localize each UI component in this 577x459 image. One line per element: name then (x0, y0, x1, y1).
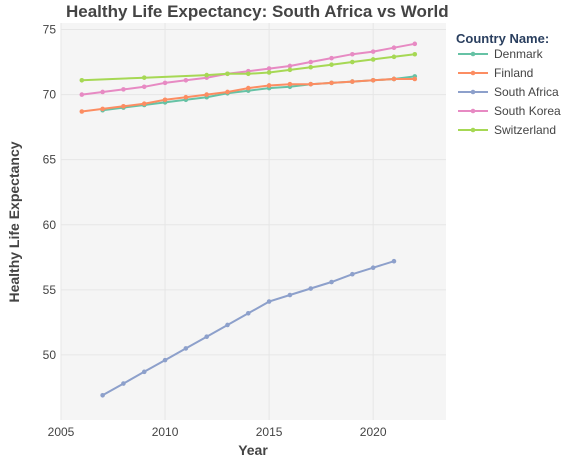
legend-item[interactable]: South Korea (458, 104, 561, 118)
y-tick-label: 65 (43, 153, 57, 167)
data-point[interactable] (245, 71, 251, 77)
data-point[interactable] (391, 258, 397, 264)
legend-marker (470, 108, 476, 114)
data-point[interactable] (204, 72, 209, 78)
data-point[interactable] (225, 322, 230, 328)
legend-label: Finland (494, 66, 533, 80)
data-point[interactable] (121, 104, 126, 109)
data-point[interactable] (308, 59, 314, 65)
legend-label: South Africa (494, 85, 559, 99)
data-point[interactable] (287, 81, 293, 87)
data-point[interactable] (308, 81, 314, 87)
data-point[interactable] (266, 70, 272, 75)
legend-item[interactable]: Finland (458, 66, 533, 80)
data-point[interactable] (350, 79, 355, 84)
y-tick-label: 60 (43, 218, 57, 232)
legend-label: Switzerland (494, 123, 556, 137)
x-tick-label: 2020 (360, 425, 387, 439)
data-point[interactable] (266, 66, 272, 71)
y-tick-label: 50 (43, 348, 57, 362)
data-point[interactable] (266, 83, 272, 88)
x-tick-label: 2015 (256, 425, 283, 439)
data-point[interactable] (370, 57, 376, 62)
data-point[interactable] (141, 101, 147, 107)
data-point[interactable] (121, 87, 126, 92)
data-point[interactable] (225, 71, 230, 77)
y-tick-label: 70 (43, 88, 57, 102)
data-point[interactable] (204, 92, 209, 97)
data-point[interactable] (204, 334, 209, 339)
data-point[interactable] (79, 109, 85, 114)
data-point[interactable] (266, 299, 272, 304)
data-point[interactable] (141, 75, 147, 80)
data-point[interactable] (308, 286, 314, 291)
x-tick-label: 2005 (48, 425, 75, 439)
legend-item[interactable]: Switzerland (458, 123, 556, 137)
data-point[interactable] (245, 310, 251, 316)
data-point[interactable] (100, 106, 105, 112)
legend-label: Denmark (494, 47, 544, 61)
data-point[interactable] (141, 369, 147, 375)
data-point[interactable] (370, 265, 376, 271)
data-point[interactable] (287, 67, 293, 73)
data-point[interactable] (100, 89, 105, 95)
data-point[interactable] (350, 59, 355, 65)
series-lines (79, 41, 418, 398)
data-point[interactable] (370, 77, 376, 83)
data-point[interactable] (287, 63, 293, 69)
legend: Country Name: Denmark Finland South Africa… (456, 31, 561, 137)
plot-area (61, 23, 446, 420)
data-point[interactable] (329, 62, 334, 67)
data-point[interactable] (412, 76, 418, 82)
data-point[interactable] (329, 55, 334, 61)
data-point[interactable] (141, 84, 147, 90)
data-point[interactable] (162, 80, 168, 86)
legend-item[interactable]: Denmark (458, 47, 544, 61)
legend-marker (470, 127, 476, 133)
data-point[interactable] (391, 54, 397, 60)
y-tick-label: 55 (43, 283, 57, 297)
series-switzerland (79, 51, 418, 83)
data-point[interactable] (287, 292, 293, 298)
series-south-africa (100, 258, 397, 398)
data-point[interactable] (183, 94, 189, 100)
legend-marker (470, 70, 476, 76)
data-point[interactable] (79, 77, 85, 83)
data-point[interactable] (225, 89, 230, 95)
legend-marker (470, 51, 476, 57)
chart-title: Healthy Life Expectancy: South Africa vs… (66, 2, 449, 21)
data-point[interactable] (121, 381, 126, 386)
data-point[interactable] (183, 77, 189, 83)
legend-item[interactable]: South Africa (458, 85, 559, 99)
y-tick-label: 75 (43, 23, 57, 37)
data-point[interactable] (350, 51, 355, 57)
y-axis-title: Healthy Life Expectancy (6, 141, 22, 302)
data-point[interactable] (370, 49, 376, 54)
x-axis-title: Year (238, 442, 268, 458)
series-finland (79, 76, 418, 114)
data-point[interactable] (391, 76, 397, 82)
data-point[interactable] (308, 64, 314, 70)
data-point[interactable] (391, 45, 397, 51)
axis-ticks: 50 55 60 65 70 75 2005 2010 2015 2020 (43, 23, 387, 439)
data-point[interactable] (162, 357, 168, 363)
data-point[interactable] (329, 80, 334, 86)
data-point[interactable] (412, 41, 418, 47)
data-point[interactable] (162, 97, 168, 103)
data-point[interactable] (350, 271, 355, 277)
data-point[interactable] (412, 51, 418, 57)
data-point[interactable] (245, 85, 251, 91)
legend-marker (470, 89, 476, 95)
data-point[interactable] (329, 279, 334, 285)
legend-label: South Korea (494, 104, 561, 118)
grid (60, 23, 446, 420)
data-point[interactable] (100, 392, 105, 398)
x-tick-label: 2010 (152, 425, 179, 439)
data-point[interactable] (79, 92, 85, 97)
legend-title: Country Name: (456, 31, 549, 46)
data-point[interactable] (183, 346, 189, 351)
